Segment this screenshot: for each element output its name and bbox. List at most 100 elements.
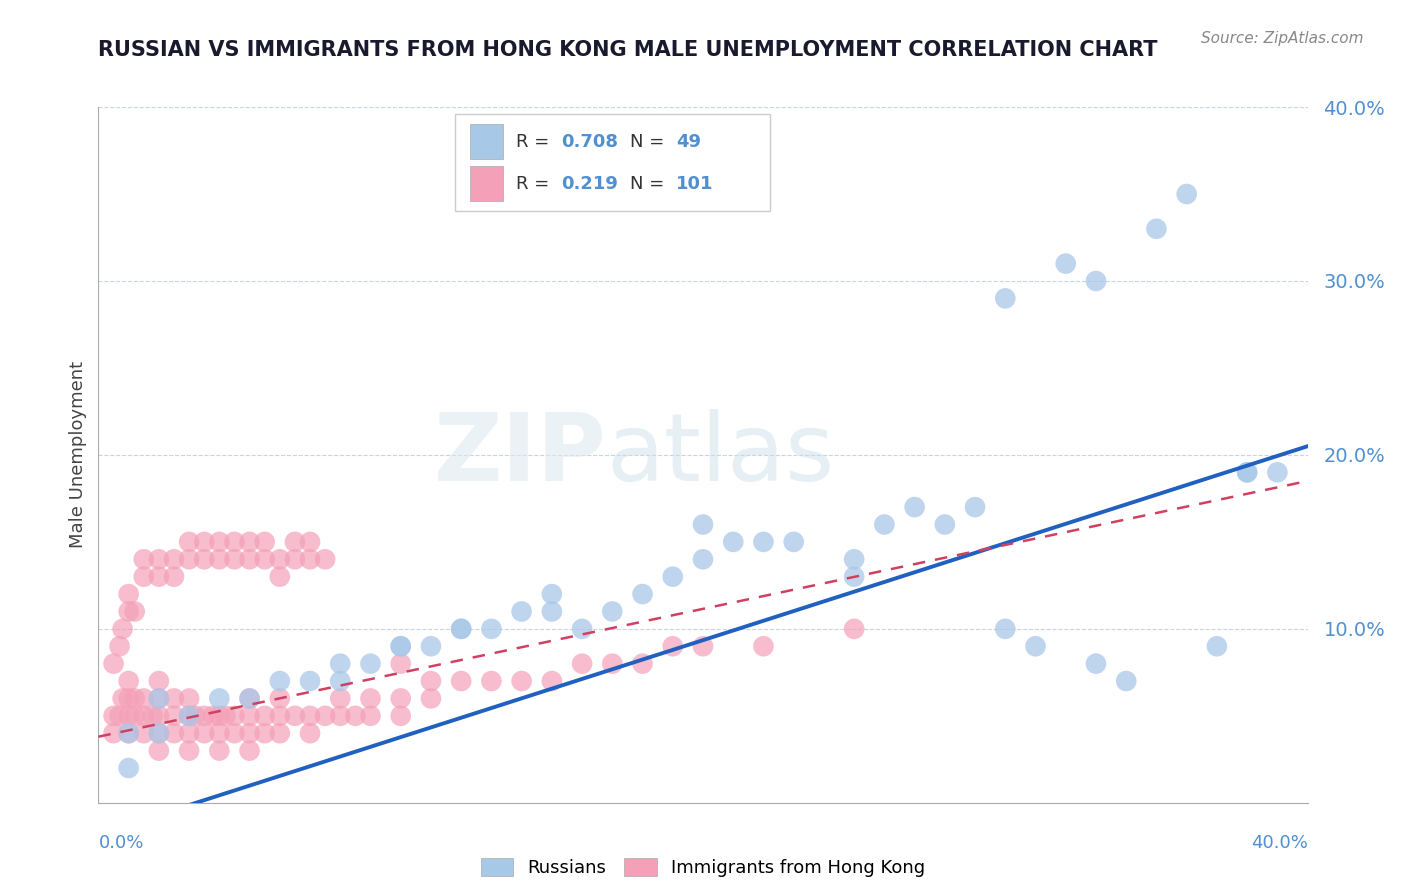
Point: [994, 622, 1017, 636]
Point: [631, 587, 654, 601]
Point: [118, 726, 141, 740]
Point: [540, 674, 562, 689]
Point: [163, 570, 186, 584]
Point: [103, 708, 125, 723]
Point: [419, 691, 441, 706]
Point: [163, 691, 186, 706]
Point: [111, 622, 134, 636]
Point: [239, 691, 262, 706]
Point: [419, 674, 441, 689]
Point: [239, 744, 262, 758]
Point: [148, 552, 170, 566]
Text: atlas: atlas: [606, 409, 835, 501]
Point: [118, 708, 141, 723]
Text: 40.0%: 40.0%: [1251, 834, 1308, 852]
Point: [163, 726, 186, 740]
Point: [177, 708, 201, 723]
Point: [124, 708, 146, 723]
Point: [284, 552, 307, 566]
Point: [692, 639, 714, 653]
Point: [202, 708, 225, 723]
Point: [208, 708, 231, 723]
Point: [148, 691, 170, 706]
Point: [389, 639, 412, 653]
Point: [329, 657, 352, 671]
Text: N =: N =: [630, 133, 671, 151]
Point: [329, 674, 352, 689]
Text: 101: 101: [676, 175, 714, 193]
Point: [389, 639, 412, 653]
Point: [782, 534, 804, 549]
Point: [253, 552, 276, 566]
Point: [360, 691, 382, 706]
Point: [299, 552, 322, 566]
Point: [239, 534, 262, 549]
Point: [118, 761, 141, 775]
Point: [253, 726, 276, 740]
Point: [118, 674, 141, 689]
Point: [284, 534, 307, 549]
Point: [108, 639, 131, 653]
Text: 49: 49: [676, 133, 702, 151]
Point: [1175, 187, 1198, 202]
Point: [177, 726, 201, 740]
Point: [661, 639, 683, 653]
Point: [208, 691, 231, 706]
FancyBboxPatch shape: [470, 124, 503, 159]
Point: [118, 691, 141, 706]
Point: [193, 552, 215, 566]
Point: [481, 674, 503, 689]
Point: [965, 500, 987, 514]
Point: [329, 691, 352, 706]
Point: [1144, 221, 1167, 235]
Point: [148, 691, 170, 706]
Point: [177, 691, 201, 706]
Point: [269, 726, 291, 740]
Point: [752, 534, 775, 549]
Point: [253, 534, 276, 549]
Text: RUSSIAN VS IMMIGRANTS FROM HONG KONG MALE UNEMPLOYMENT CORRELATION CHART: RUSSIAN VS IMMIGRANTS FROM HONG KONG MAL…: [98, 40, 1159, 60]
Point: [132, 726, 155, 740]
Point: [208, 726, 231, 740]
Point: [224, 726, 246, 740]
Point: [450, 622, 472, 636]
Point: [124, 605, 146, 619]
Point: [752, 639, 775, 653]
Point: [389, 657, 412, 671]
Point: [253, 708, 276, 723]
Point: [510, 674, 533, 689]
Point: [631, 657, 654, 671]
Point: [208, 744, 231, 758]
Point: [299, 534, 322, 549]
Point: [111, 691, 134, 706]
Point: [1024, 639, 1046, 653]
Point: [214, 708, 236, 723]
Point: [1236, 466, 1258, 480]
Point: [269, 691, 291, 706]
Point: [193, 534, 215, 549]
Point: [118, 587, 141, 601]
Point: [994, 291, 1017, 305]
Legend: Russians, Immigrants from Hong Kong: Russians, Immigrants from Hong Kong: [474, 850, 932, 884]
Point: [540, 587, 562, 601]
Point: [148, 744, 170, 758]
Point: [163, 708, 186, 723]
FancyBboxPatch shape: [470, 166, 503, 201]
Point: [108, 708, 131, 723]
Text: 0.708: 0.708: [561, 133, 619, 151]
Point: [571, 622, 593, 636]
Point: [344, 708, 367, 723]
Y-axis label: Male Unemployment: Male Unemployment: [69, 361, 87, 549]
Point: [224, 552, 246, 566]
Point: [692, 552, 714, 566]
Point: [177, 534, 201, 549]
Point: [844, 570, 866, 584]
Point: [299, 708, 322, 723]
Point: [208, 552, 231, 566]
Point: [177, 708, 201, 723]
Point: [299, 674, 322, 689]
Point: [602, 605, 624, 619]
Point: [873, 517, 896, 532]
Point: [284, 708, 307, 723]
Point: [314, 552, 336, 566]
